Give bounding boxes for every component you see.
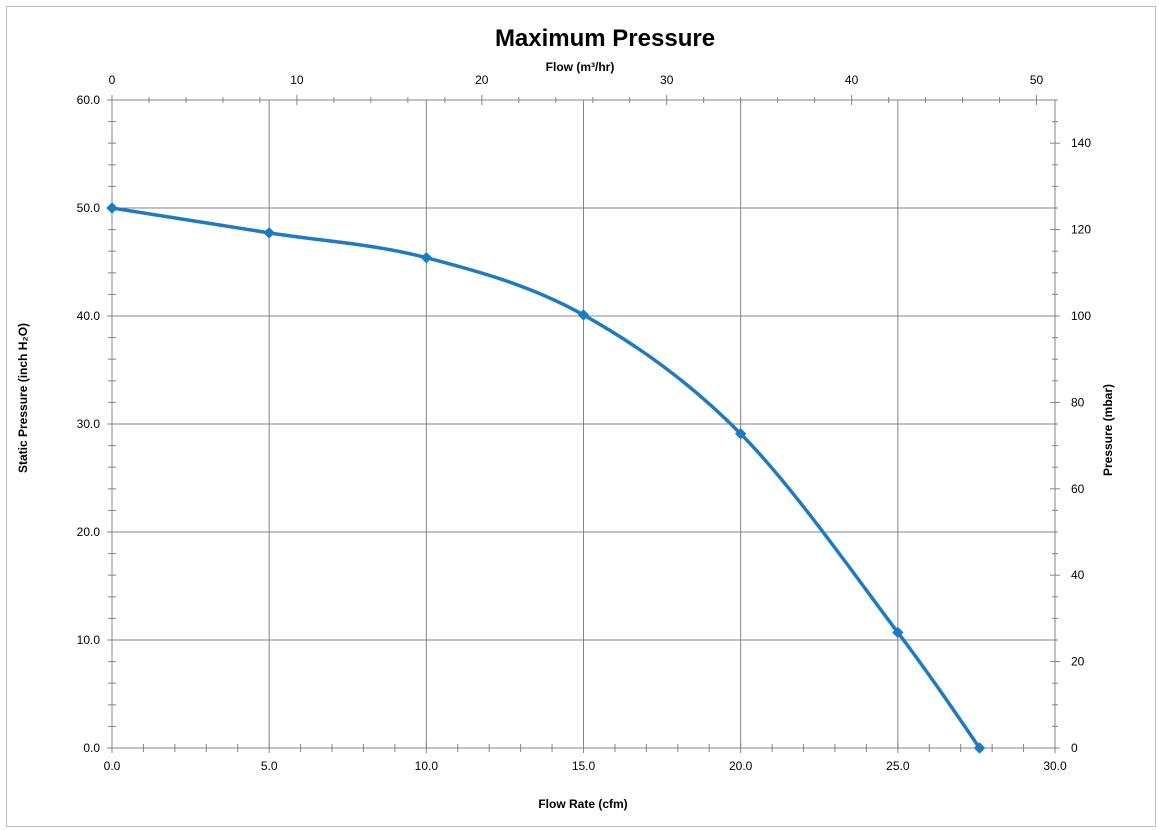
series-layer: [106, 202, 986, 754]
y-axis-title: Static Pressure (inch H₂O): [16, 323, 30, 473]
x2-tick-label: 50: [1030, 73, 1044, 87]
chart-frame: [6, 6, 1156, 827]
y-tick-label: 0.0: [83, 741, 100, 755]
data-point-marker: [420, 251, 433, 264]
y-tick-label: 60.0: [77, 93, 101, 107]
data-point-marker: [106, 202, 118, 214]
y-tick-label: 10.0: [77, 633, 101, 647]
data-point-marker: [577, 309, 590, 321]
chart-title: Maximum Pressure: [495, 25, 715, 52]
y2-tick-label: 60: [1071, 482, 1085, 496]
x2-axis-title: Flow (m³/hr): [546, 60, 615, 74]
x-tick-label: 15.0: [572, 759, 596, 773]
x-tick-label: 30.0: [1043, 759, 1067, 773]
y2-tick-label: 120: [1071, 223, 1091, 237]
x-tick-label: 5.0: [261, 759, 278, 773]
x-tick-label: 10.0: [415, 759, 439, 773]
data-point-marker: [263, 227, 275, 239]
y-tick-label: 40.0: [77, 309, 101, 323]
data-point-marker: [734, 428, 747, 440]
series-line: [110, 206, 982, 750]
axes-layer: 0.0 5.0 10.0 15.0 20.0 25.0 30.0 0.0 10.0 20.0 30.…: [77, 73, 1092, 773]
x2-tick-label: 40: [845, 73, 859, 87]
x-tick-label: 20.0: [729, 759, 753, 773]
x-tick-label: 0.0: [104, 759, 121, 773]
x2-tick-label: 30: [660, 73, 674, 87]
x-tick-label: 25.0: [886, 759, 910, 773]
y-tick-label: 50.0: [77, 201, 101, 215]
x2-tick-label: 10: [290, 73, 304, 87]
labels-layer: Maximum Pressure Flow Rate (cfm) Flow (m…: [16, 25, 1115, 811]
y2-axis-title: Pressure (mbar): [1101, 384, 1115, 476]
y2-tick-label: 20: [1071, 655, 1085, 669]
y-tick-label: 30.0: [77, 417, 101, 431]
y2-tick-label: 0: [1071, 741, 1078, 755]
x2-tick-label: 20: [475, 73, 489, 87]
y2-tick-label: 80: [1071, 395, 1085, 409]
data-point-marker: [892, 626, 904, 639]
data-point-marker: [973, 742, 986, 754]
x2-tick-label: 0: [109, 73, 116, 87]
y-tick-label: 20.0: [77, 525, 101, 539]
y2-tick-label: 140: [1071, 136, 1091, 150]
y2-tick-label: 40: [1071, 568, 1085, 582]
y2-tick-label: 100: [1071, 309, 1091, 323]
x-axis-title: Flow Rate (cfm): [538, 797, 627, 811]
